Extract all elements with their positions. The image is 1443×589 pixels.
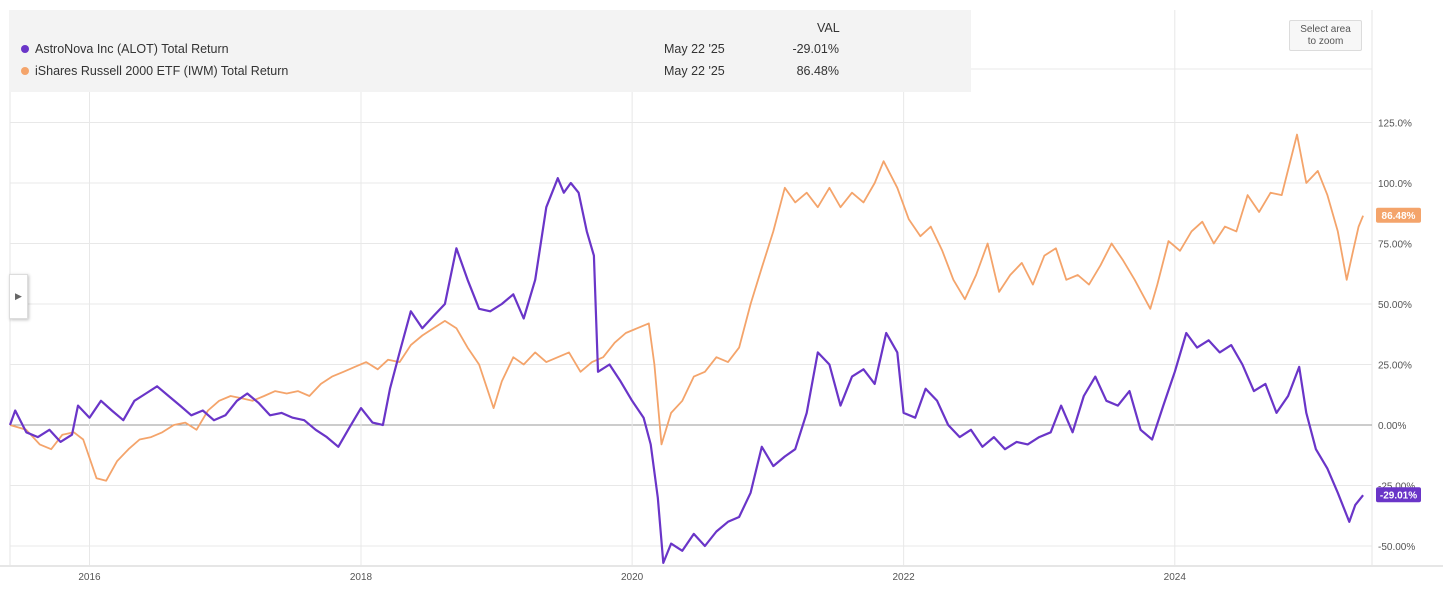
legend-label-iwm: iShares Russell 2000 ETF (IWM) Total Ret… (35, 64, 289, 78)
end-labels: -29.01% 86.48% (1376, 207, 1421, 503)
select-area-zoom-button[interactable]: Select area to zoom (1289, 20, 1362, 51)
axis-ticks: 125.0% 100.0% 75.00% 50.00% 25.00% 0.00% -25.0… (78, 119, 1415, 584)
x-tick-label: 2022 (893, 572, 916, 583)
legend-value-alot: -29.01% (792, 42, 839, 56)
series-line-alot (8, 177, 1364, 565)
x-tick-label: 2024 (1164, 572, 1187, 583)
legend-row-iwm[interactable]: iShares Russell 2000 ETF (IWM) Total Ret… (21, 64, 288, 78)
legend-date-alot: May 22 '25 (664, 42, 725, 56)
end-label-bg-alot (1376, 487, 1421, 503)
chevron-right-icon: ▶ (15, 291, 22, 301)
sidebar-toggle-button[interactable]: ▶ (9, 274, 28, 319)
y-tick-label: 25.00% (1378, 361, 1412, 372)
legend-row-alot[interactable]: AstroNova Inc (ALOT) Total Return (21, 42, 229, 56)
legend-value-iwm: 86.48% (796, 64, 839, 78)
legend-panel: VAL AstroNova Inc (ALOT) Total Return Ma… (9, 10, 971, 92)
y-tick-label: 125.0% (1378, 119, 1412, 130)
legend-label-alot: AstroNova Inc (ALOT) Total Return (35, 42, 229, 56)
y-tick-label: 0.00% (1378, 421, 1406, 432)
x-tick-label: 2020 (621, 572, 644, 583)
end-label-iwm: 86.48% (1382, 211, 1416, 222)
legend-date-iwm: May 22 '25 (664, 64, 725, 78)
end-label-bg-iwm (1376, 207, 1421, 223)
gridlines (0, 10, 1443, 567)
x-tick-label: 2016 (78, 572, 101, 583)
x-tick-label: 2018 (350, 572, 373, 583)
legend-dot-alot (21, 44, 29, 53)
y-tick-label: -25.00% (1378, 482, 1415, 493)
y-tick-label: -50.00% (1378, 542, 1415, 553)
series-lines (8, 133, 1364, 565)
legend-dot-iwm (21, 66, 29, 75)
legend-val-header: VAL (817, 21, 840, 35)
y-tick-label: 75.00% (1378, 240, 1412, 251)
y-tick-label: 50.00% (1378, 300, 1412, 311)
end-label-alot: -29.01% (1380, 491, 1417, 502)
series-line-iwm (9, 133, 1364, 482)
zoom-button-label: Select area to zoom (1300, 23, 1351, 47)
y-tick-label: 100.0% (1378, 179, 1412, 190)
